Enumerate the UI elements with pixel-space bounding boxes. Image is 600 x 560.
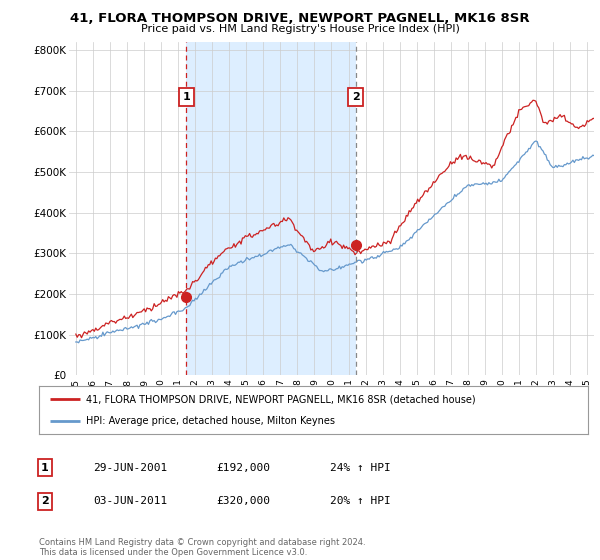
Text: 41, FLORA THOMPSON DRIVE, NEWPORT PAGNELL, MK16 8SR: 41, FLORA THOMPSON DRIVE, NEWPORT PAGNEL… bbox=[70, 12, 530, 25]
Text: 2: 2 bbox=[41, 496, 49, 506]
Text: Price paid vs. HM Land Registry's House Price Index (HPI): Price paid vs. HM Land Registry's House … bbox=[140, 24, 460, 34]
Text: 29-JUN-2001: 29-JUN-2001 bbox=[93, 463, 167, 473]
Text: 41, FLORA THOMPSON DRIVE, NEWPORT PAGNELL, MK16 8SR (detached house): 41, FLORA THOMPSON DRIVE, NEWPORT PAGNEL… bbox=[86, 394, 475, 404]
Text: 2: 2 bbox=[352, 92, 359, 102]
Bar bbox=[187, 42, 356, 375]
Text: Contains HM Land Registry data © Crown copyright and database right 2024.
This d: Contains HM Land Registry data © Crown c… bbox=[39, 538, 365, 557]
Text: £192,000: £192,000 bbox=[216, 463, 270, 473]
Text: 24% ↑ HPI: 24% ↑ HPI bbox=[330, 463, 391, 473]
Text: 1: 1 bbox=[182, 92, 190, 102]
Text: 1: 1 bbox=[41, 463, 49, 473]
Text: 20% ↑ HPI: 20% ↑ HPI bbox=[330, 496, 391, 506]
Text: HPI: Average price, detached house, Milton Keynes: HPI: Average price, detached house, Milt… bbox=[86, 416, 335, 426]
Text: 03-JUN-2011: 03-JUN-2011 bbox=[93, 496, 167, 506]
Text: £320,000: £320,000 bbox=[216, 496, 270, 506]
